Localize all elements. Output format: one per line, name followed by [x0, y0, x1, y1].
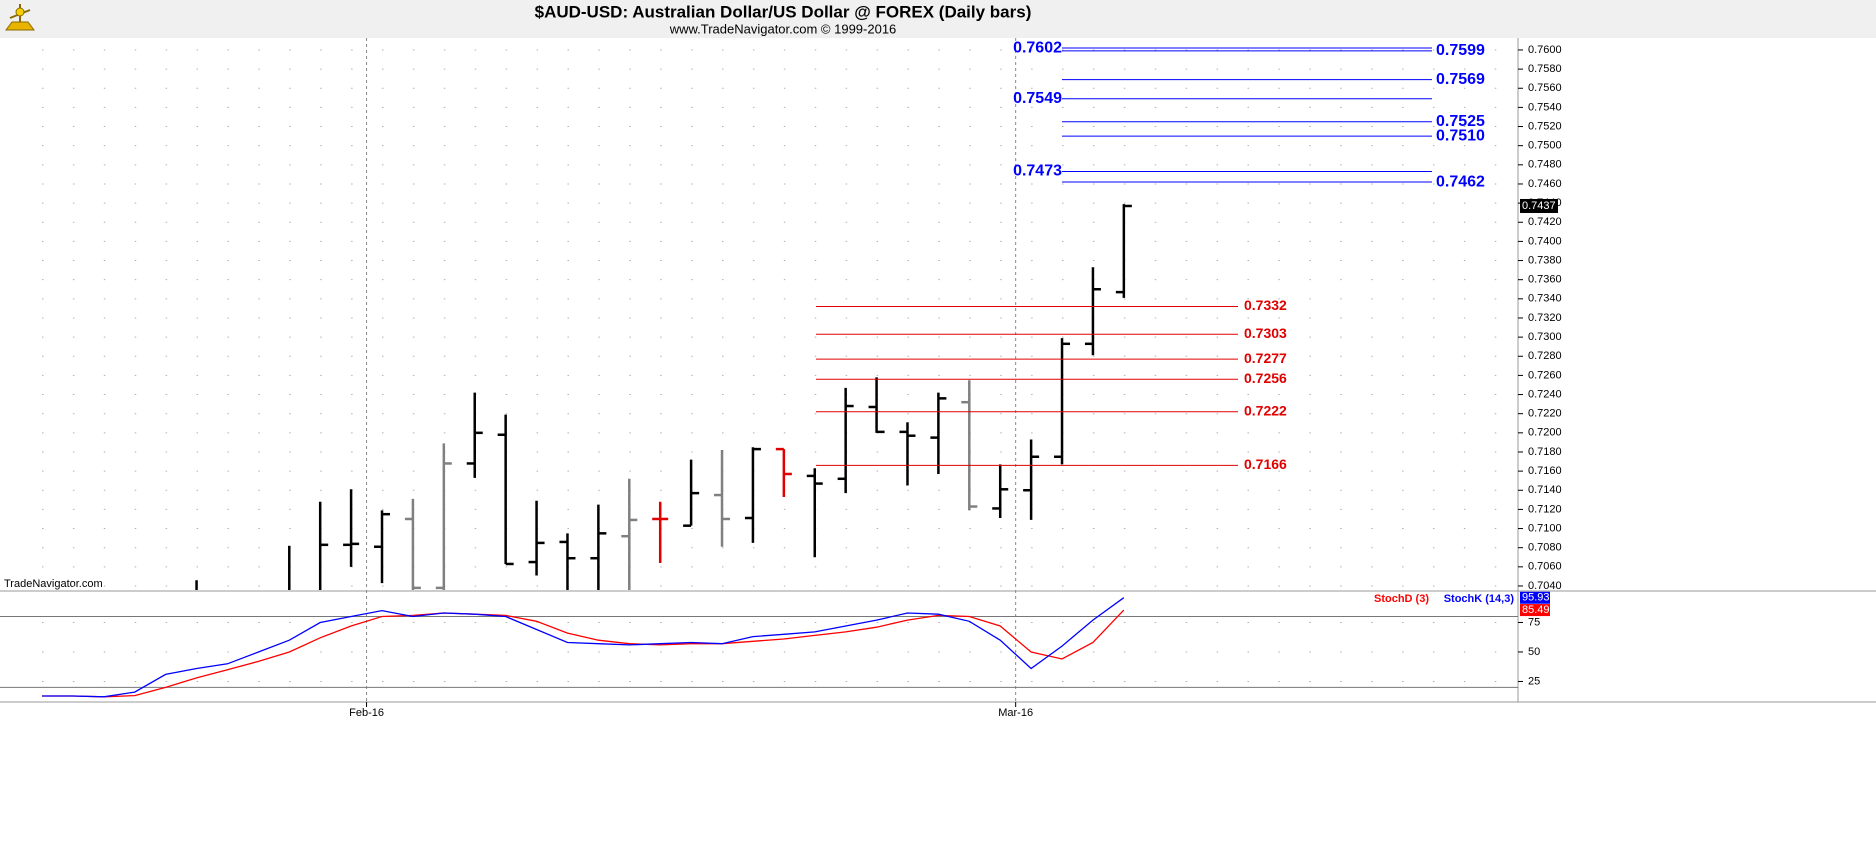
- level-label: 0.7256: [1244, 370, 1287, 386]
- level-label: 0.7222: [1244, 402, 1287, 418]
- y-tick-label: 0.7580: [1528, 63, 1562, 75]
- level-label: 0.7602: [1013, 39, 1062, 56]
- legend-label: StochD (3): [1374, 593, 1429, 605]
- chart-subtitle: www.TradeNavigator.com © 1999-2016: [669, 21, 897, 36]
- y-tick-label: 0.7500: [1528, 140, 1562, 152]
- level-label: 0.7303: [1244, 325, 1287, 341]
- level-label: 0.7332: [1244, 297, 1287, 313]
- y-tick-label: 0.7200: [1528, 427, 1562, 439]
- y-tick-label: 0.7480: [1528, 159, 1562, 171]
- grid: [42, 38, 1518, 702]
- y-tick-label: 0.7120: [1528, 503, 1562, 515]
- y-tick-label: 0.7140: [1528, 484, 1562, 496]
- y-tick-label: 0.7320: [1528, 312, 1562, 324]
- y-tick-label: 0.7600: [1528, 44, 1562, 56]
- y-tick-label: 0.7040: [1528, 580, 1562, 592]
- y-tick-label: 0.7280: [1528, 350, 1562, 362]
- y-tick-label: 0.7100: [1528, 522, 1562, 534]
- y-tick-label: 0.7340: [1528, 293, 1562, 305]
- y-tick-label: 25: [1528, 675, 1540, 687]
- last-price-tag: [1520, 198, 1558, 213]
- level-label: 0.7277: [1244, 350, 1287, 366]
- level-label: 0.7510: [1436, 127, 1485, 144]
- level-label: 0.7599: [1436, 42, 1485, 59]
- y-tick-label: 0.7380: [1528, 254, 1562, 266]
- level-label: 0.7166: [1244, 456, 1287, 472]
- level-label: 0.7473: [1013, 163, 1062, 180]
- last-price-label: 0.7437: [1522, 200, 1556, 212]
- y-tick-label: 0.7560: [1528, 82, 1562, 94]
- y-tick-label: 0.7180: [1528, 446, 1562, 458]
- chart-title: $AUD-USD: Australian Dollar/US Dollar @ …: [535, 2, 1032, 21]
- y-tick-label: 0.7060: [1528, 561, 1562, 573]
- y-tick-label: 0.7260: [1528, 369, 1562, 381]
- x-tick-label: Mar-16: [998, 707, 1033, 719]
- level-label: 0.7525: [1436, 113, 1485, 130]
- y-tick-label: 75: [1528, 616, 1540, 628]
- level-label: 0.7549: [1013, 90, 1062, 107]
- x-tick-label: Feb-16: [349, 707, 384, 719]
- y-tick-label: 0.7540: [1528, 101, 1562, 113]
- stoch-pane: StochD (3) StochK (14,3): [0, 593, 1518, 698]
- logo: [5, 4, 35, 31]
- y-tick-label: 0.7240: [1528, 388, 1562, 400]
- value-tag-label: 85.49: [1522, 604, 1550, 616]
- y-tick-label: 0.7400: [1528, 235, 1562, 247]
- stoch-line: [42, 609, 1125, 698]
- watermark: TradeNavigator.com: [4, 578, 103, 590]
- legend-label: StochK (14,3): [1444, 593, 1515, 605]
- header-band: [0, 0, 1876, 38]
- y-tick-label: 0.7420: [1528, 216, 1562, 228]
- axes: 0.7040 0.7060 0.7080 0.7100 0.7120 0.7140 0.71…: [349, 44, 1562, 719]
- y-tick-label: 50: [1528, 646, 1540, 658]
- value-tag: [1520, 591, 1550, 604]
- value-tag: [1520, 604, 1550, 617]
- level-label: 0.7462: [1436, 173, 1485, 190]
- y-tick-label: 0.7520: [1528, 120, 1562, 132]
- value-tag-label: 95.93: [1522, 592, 1550, 604]
- y-tick-label: 0.7080: [1528, 542, 1562, 554]
- y-tick-label: 0.7360: [1528, 274, 1562, 286]
- y-tick-label: 0.7460: [1528, 178, 1562, 190]
- y-tick-label: 0.7160: [1528, 465, 1562, 477]
- stoch-line: [42, 597, 1125, 698]
- y-tick-label: 0.7300: [1528, 331, 1562, 343]
- level-label: 0.7569: [1436, 71, 1485, 88]
- y-tick-label: 0.7220: [1528, 408, 1562, 420]
